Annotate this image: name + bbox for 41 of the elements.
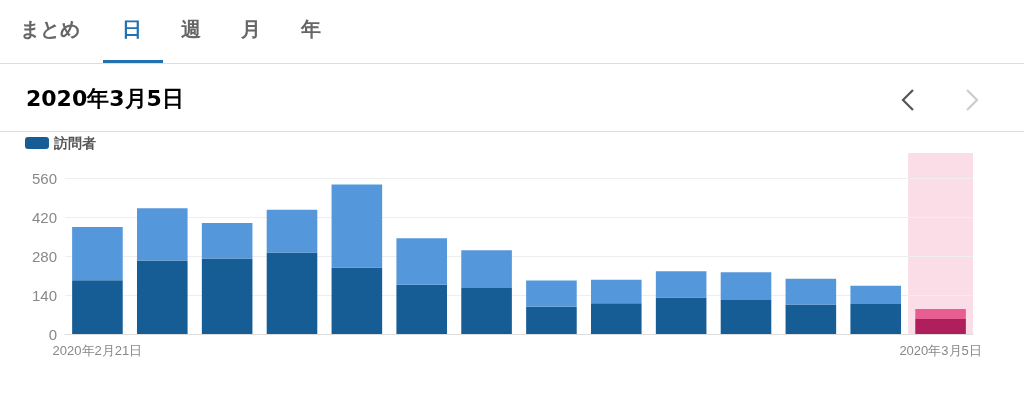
- bar: [590, 303, 642, 334]
- text: 月: [241, 16, 261, 43]
- y-tick-label: 140: [31, 286, 57, 304]
- bar: [526, 280, 577, 307]
- text: 年: [301, 16, 321, 43]
- bar: [590, 279, 642, 304]
- bar: [396, 238, 448, 285]
- bar: [915, 308, 966, 319]
- y-tick-label: 420: [31, 208, 57, 226]
- bar: [136, 208, 188, 261]
- text: 週: [181, 16, 201, 43]
- bar: [201, 222, 253, 259]
- bar: [526, 306, 577, 334]
- bar: [72, 227, 123, 281]
- bar: [331, 184, 383, 268]
- bar: [266, 252, 318, 334]
- bar: [461, 250, 512, 289]
- bar: [331, 267, 383, 334]
- x-tick-label: 2020年2月21日: [52, 343, 143, 358]
- bar: [720, 272, 772, 301]
- y-tick-label: 280: [31, 247, 57, 265]
- text: まとめ: [20, 16, 80, 43]
- bar: [655, 297, 707, 334]
- bar: [396, 284, 448, 334]
- bar: [136, 260, 188, 334]
- y-tick-label: 0: [48, 325, 57, 343]
- text: 日: [122, 16, 142, 43]
- bar: [201, 258, 253, 334]
- legend-label: 訪問者: [53, 135, 96, 151]
- bar: [655, 271, 707, 298]
- y-tick-label: 560: [31, 169, 57, 187]
- bar: [461, 288, 512, 334]
- bar: [915, 318, 966, 334]
- bar: [72, 280, 123, 334]
- chart-title: 2020年3月5日: [26, 85, 184, 113]
- bar: [850, 285, 902, 304]
- bar: [850, 303, 902, 334]
- bar: [266, 209, 318, 253]
- bar: [720, 300, 772, 334]
- bar: [785, 278, 837, 305]
- bar: [785, 304, 837, 334]
